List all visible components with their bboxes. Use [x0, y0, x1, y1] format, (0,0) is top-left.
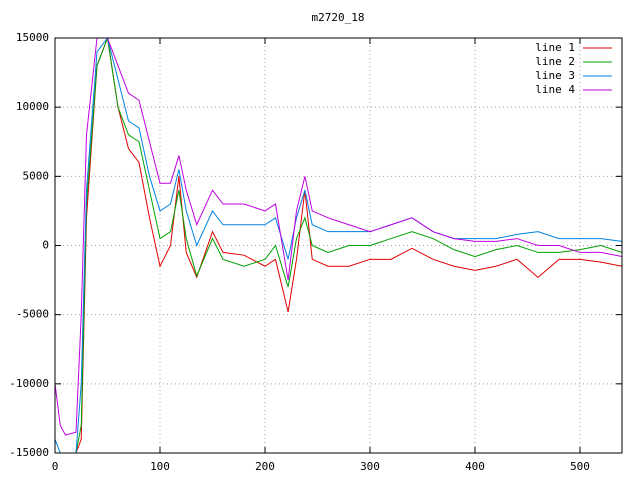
data-line [55, 38, 622, 453]
y-tick-label: 5000 [23, 169, 50, 182]
x-tick-label: 500 [570, 460, 590, 473]
legend-label: line 2 [535, 55, 575, 68]
legend-label: line 4 [535, 83, 575, 96]
legend-label: line 1 [535, 41, 575, 54]
plot-area [55, 38, 622, 453]
data-line [55, 38, 622, 453]
legend-label: line 3 [535, 69, 575, 82]
y-tick-label: 10000 [16, 100, 49, 113]
y-tick-label: 0 [42, 239, 49, 252]
chart-title: m2720_18 [312, 11, 365, 24]
y-tick-label: -15000 [9, 446, 49, 459]
data-line [55, 38, 622, 436]
y-tick-label: -10000 [9, 377, 49, 390]
x-tick-label: 0 [52, 460, 59, 473]
x-tick-label: 300 [360, 460, 380, 473]
x-tick-label: 200 [255, 460, 275, 473]
x-tick-label: 100 [150, 460, 170, 473]
x-tick-label: 400 [465, 460, 485, 473]
y-tick-label: -5000 [16, 308, 49, 321]
y-tick-label: 15000 [16, 31, 49, 44]
